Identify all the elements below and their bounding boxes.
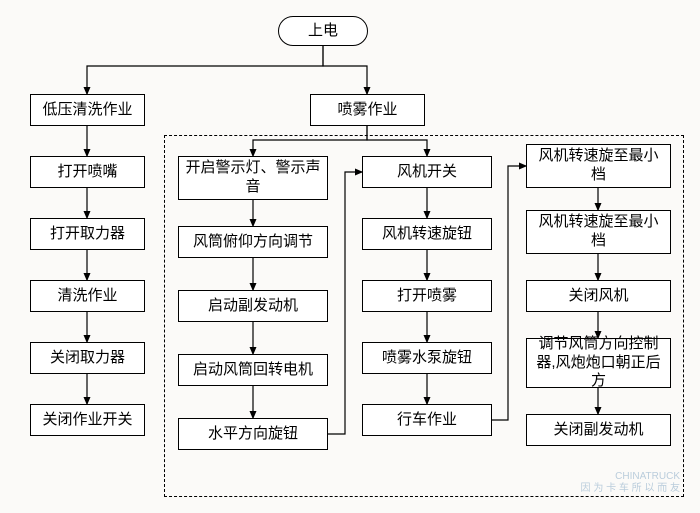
node-a1: 开启警示灯、警示声音 [178,156,328,200]
node-b5: 行车作业 [362,404,492,436]
node-a3: 启动副发动机 [178,290,328,322]
node-a4: 启动风筒回转电机 [178,354,328,386]
watermark-line1: CHINATRUCK [581,471,680,483]
node-l5: 关闭作业开关 [30,404,145,436]
node-a2: 风筒俯仰方向调节 [178,226,328,258]
node-c3: 关闭风机 [526,280,671,312]
node-b1: 风机开关 [362,156,492,188]
node-r0: 喷雾作业 [310,94,425,126]
node-a5: 水平方向旋钮 [178,418,328,450]
node-c4: 调节风筒方向控制器,风炮炮口朝正后方 [526,338,671,388]
node-c1: 风机转速旋至最小档 [526,144,671,188]
node-l3: 清洗作业 [30,280,145,312]
edge-root-r0 [323,46,367,94]
node-l2: 打开取力器 [30,218,145,250]
node-root: 上电 [278,16,368,46]
watermark-line2: 因 为 卡 车 所 以 而 友 [581,483,680,495]
node-b4: 喷雾水泵旋钮 [362,342,492,374]
node-b3: 打开喷雾 [362,280,492,312]
edge-root-l0 [87,46,323,94]
node-b2: 风机转速旋钮 [362,218,492,250]
node-c2: 风机转速旋至最小档 [526,210,671,254]
node-c5: 关闭副发动机 [526,414,671,446]
watermark: CHINATRUCK 因 为 卡 车 所 以 而 友 [581,471,680,495]
node-l1: 打开喷嘴 [30,156,145,188]
node-l4: 关闭取力器 [30,342,145,374]
node-l0: 低压清洗作业 [30,94,145,126]
